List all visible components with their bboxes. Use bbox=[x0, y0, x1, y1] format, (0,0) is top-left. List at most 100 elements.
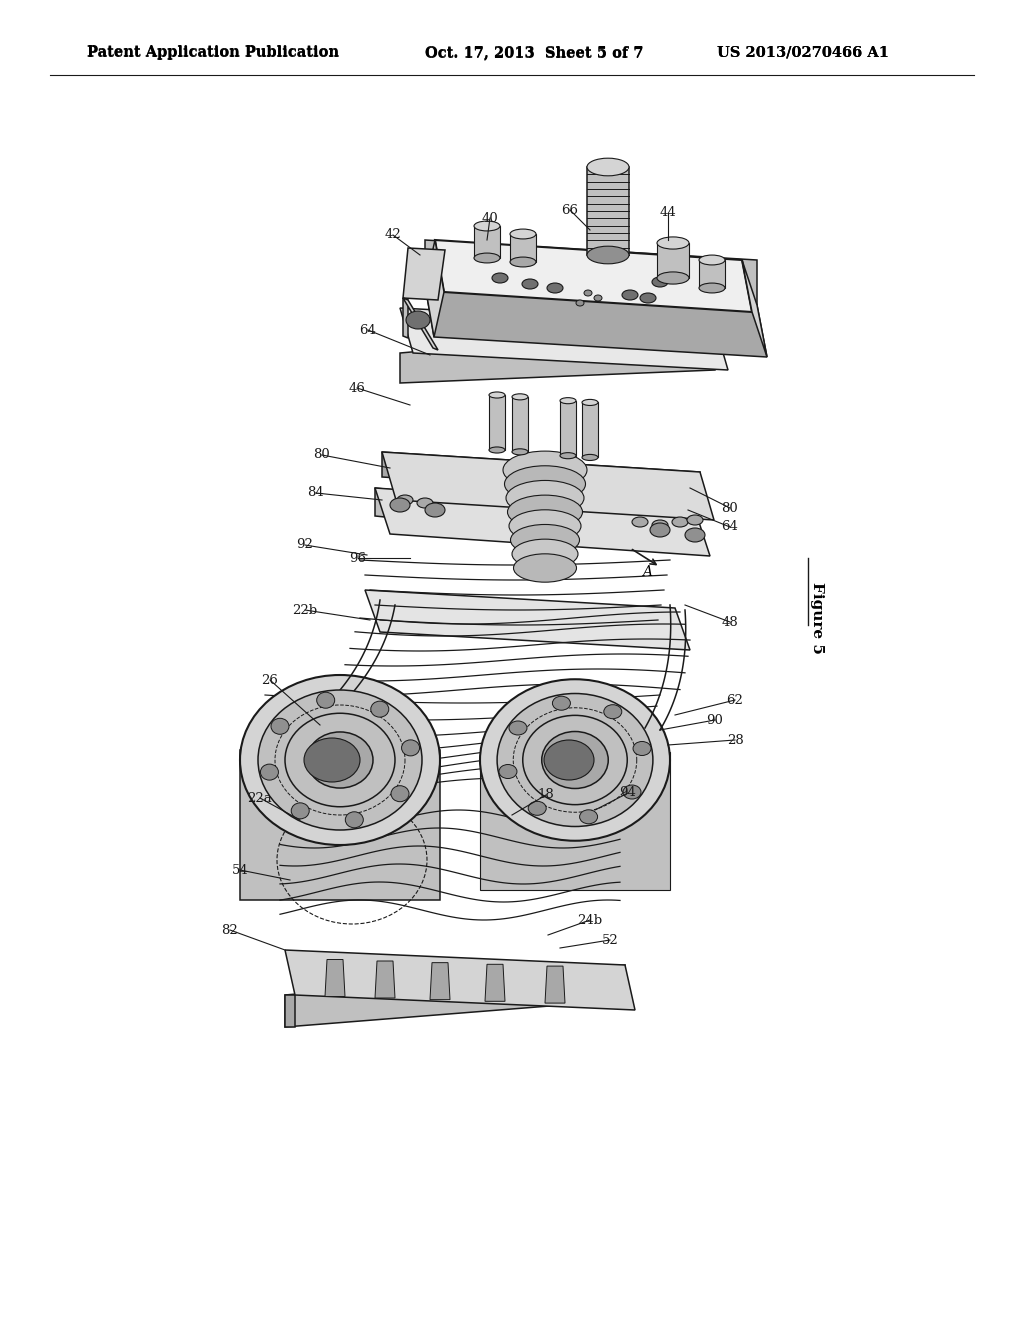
Ellipse shape bbox=[258, 690, 422, 830]
Polygon shape bbox=[480, 752, 670, 890]
Ellipse shape bbox=[512, 449, 528, 455]
Ellipse shape bbox=[622, 290, 638, 300]
Polygon shape bbox=[510, 234, 536, 261]
Ellipse shape bbox=[528, 801, 546, 816]
Ellipse shape bbox=[474, 253, 500, 263]
Polygon shape bbox=[425, 285, 767, 356]
Ellipse shape bbox=[391, 785, 409, 801]
Ellipse shape bbox=[417, 498, 433, 508]
Polygon shape bbox=[425, 240, 444, 337]
Ellipse shape bbox=[513, 554, 577, 582]
Text: Figure 5: Figure 5 bbox=[810, 582, 824, 653]
Polygon shape bbox=[403, 298, 408, 338]
Ellipse shape bbox=[285, 713, 395, 807]
Ellipse shape bbox=[542, 731, 608, 788]
Polygon shape bbox=[512, 397, 528, 451]
Ellipse shape bbox=[492, 273, 508, 282]
Polygon shape bbox=[400, 308, 728, 370]
Polygon shape bbox=[285, 995, 295, 1027]
Polygon shape bbox=[240, 750, 440, 900]
Ellipse shape bbox=[547, 282, 563, 293]
Text: 22a: 22a bbox=[248, 792, 272, 804]
Text: 28: 28 bbox=[727, 734, 743, 747]
Ellipse shape bbox=[505, 466, 586, 502]
Polygon shape bbox=[425, 240, 757, 305]
Ellipse shape bbox=[489, 392, 505, 399]
Polygon shape bbox=[285, 965, 625, 1027]
Text: US 2013/0270466 A1: US 2013/0270466 A1 bbox=[717, 46, 889, 59]
Ellipse shape bbox=[512, 539, 578, 569]
Text: 90: 90 bbox=[707, 714, 723, 726]
Text: Oct. 17, 2013  Sheet 5 of 7: Oct. 17, 2013 Sheet 5 of 7 bbox=[425, 46, 643, 59]
Ellipse shape bbox=[575, 300, 584, 306]
Ellipse shape bbox=[672, 517, 688, 527]
Text: 64: 64 bbox=[722, 520, 738, 533]
Text: 48: 48 bbox=[722, 615, 738, 628]
Text: 22b: 22b bbox=[293, 603, 317, 616]
Polygon shape bbox=[582, 403, 598, 458]
Ellipse shape bbox=[587, 158, 629, 176]
Text: 42: 42 bbox=[385, 228, 401, 242]
Ellipse shape bbox=[401, 741, 420, 756]
Ellipse shape bbox=[657, 236, 689, 249]
Ellipse shape bbox=[633, 742, 651, 755]
Ellipse shape bbox=[260, 764, 279, 780]
Polygon shape bbox=[403, 248, 445, 300]
Polygon shape bbox=[375, 488, 710, 556]
Polygon shape bbox=[435, 240, 752, 312]
Ellipse shape bbox=[240, 675, 440, 845]
Text: 84: 84 bbox=[307, 487, 325, 499]
Text: 40: 40 bbox=[481, 211, 499, 224]
Text: Patent Application Publication: Patent Application Publication bbox=[87, 45, 339, 59]
Ellipse shape bbox=[316, 692, 335, 709]
Ellipse shape bbox=[406, 312, 430, 329]
Text: 18: 18 bbox=[538, 788, 554, 801]
Ellipse shape bbox=[552, 696, 570, 710]
Ellipse shape bbox=[506, 480, 584, 516]
Text: 94: 94 bbox=[620, 787, 637, 800]
Ellipse shape bbox=[512, 393, 528, 400]
Text: 64: 64 bbox=[359, 323, 377, 337]
Ellipse shape bbox=[623, 785, 641, 799]
Text: Oct. 17, 2013  Sheet 5 of 7: Oct. 17, 2013 Sheet 5 of 7 bbox=[425, 45, 643, 59]
Ellipse shape bbox=[345, 812, 364, 828]
Ellipse shape bbox=[604, 705, 622, 718]
Polygon shape bbox=[400, 325, 715, 383]
Polygon shape bbox=[285, 950, 635, 1010]
Ellipse shape bbox=[522, 279, 538, 289]
Ellipse shape bbox=[584, 290, 592, 296]
Ellipse shape bbox=[509, 721, 527, 735]
Polygon shape bbox=[430, 962, 450, 999]
Ellipse shape bbox=[425, 503, 445, 517]
Ellipse shape bbox=[304, 738, 360, 781]
Ellipse shape bbox=[687, 515, 703, 525]
Text: 54: 54 bbox=[231, 863, 249, 876]
Ellipse shape bbox=[652, 520, 668, 531]
Polygon shape bbox=[560, 401, 575, 455]
Ellipse shape bbox=[657, 272, 689, 284]
Polygon shape bbox=[375, 488, 695, 548]
Polygon shape bbox=[489, 395, 505, 450]
Ellipse shape bbox=[511, 524, 580, 556]
Polygon shape bbox=[587, 168, 629, 255]
Polygon shape bbox=[382, 451, 700, 498]
Ellipse shape bbox=[499, 764, 517, 779]
Polygon shape bbox=[699, 260, 725, 288]
Ellipse shape bbox=[594, 294, 602, 301]
Polygon shape bbox=[382, 451, 714, 520]
Ellipse shape bbox=[271, 718, 289, 734]
Ellipse shape bbox=[307, 733, 373, 788]
Ellipse shape bbox=[580, 809, 598, 824]
Ellipse shape bbox=[640, 293, 656, 304]
Ellipse shape bbox=[474, 220, 500, 231]
Text: 66: 66 bbox=[561, 203, 579, 216]
Ellipse shape bbox=[497, 693, 653, 826]
Polygon shape bbox=[325, 960, 345, 997]
Ellipse shape bbox=[685, 528, 705, 543]
Ellipse shape bbox=[650, 523, 670, 537]
Text: Patent Application Publication: Patent Application Publication bbox=[87, 46, 339, 59]
Polygon shape bbox=[403, 298, 438, 350]
Ellipse shape bbox=[522, 715, 628, 805]
Text: 80: 80 bbox=[313, 449, 331, 462]
Polygon shape bbox=[742, 260, 767, 356]
